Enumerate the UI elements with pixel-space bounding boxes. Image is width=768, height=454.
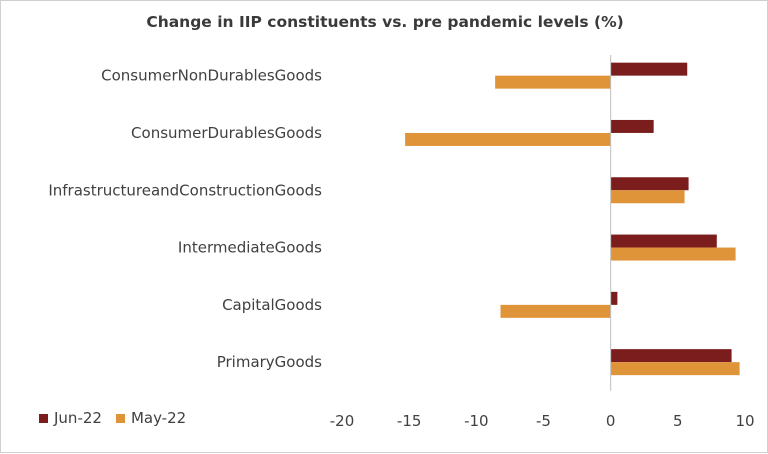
bar-jun-22-primarygoods — [610, 349, 732, 363]
bar-jun-22-infrastructureandconstructiongoods — [610, 177, 689, 191]
category-label-consumerdurablesgoods: ConsumerDurablesGoods — [131, 124, 322, 142]
bar-may-22-consumernondurablesgoods — [495, 75, 611, 89]
x-tick-label: 0 — [606, 412, 616, 430]
category-label-infrastructureandconstructiongoods: InfrastructureandConstructionGoods — [48, 181, 322, 199]
x-tick-label: -5 — [536, 412, 551, 430]
x-tick-label: -15 — [397, 412, 422, 430]
x-tick-label: -20 — [330, 412, 355, 430]
legend-label-jun: Jun-22 — [54, 409, 102, 427]
legend-swatch-jun — [39, 413, 48, 423]
legend-item-may: May-22 — [115, 409, 187, 427]
category-label-intermediategoods: IntermediateGoods — [178, 239, 322, 257]
bar-jun-22-consumernondurablesgoods — [610, 62, 688, 76]
bar-jun-22-intermediategoods — [610, 234, 717, 248]
x-tick-label: 10 — [735, 412, 754, 430]
bar-jun-22-consumerdurablesgoods — [610, 119, 654, 133]
bar-may-22-capitalgoods — [500, 304, 611, 318]
legend-item-jun: Jun-22 — [39, 409, 102, 427]
category-label-capitalgoods: CapitalGoods — [222, 296, 322, 314]
x-tick-label: -10 — [464, 412, 489, 430]
bar-jun-22-capitalgoods — [610, 291, 618, 305]
category-label-primarygoods: PrimaryGoods — [217, 353, 322, 371]
category-label-consumernondurablesgoods: ConsumerNonDurablesGoods — [101, 67, 322, 85]
bar-may-22-intermediategoods — [610, 247, 736, 261]
bar-may-22-consumerdurablesgoods — [405, 132, 611, 146]
legend-swatch-may — [115, 413, 125, 423]
bar-may-22-primarygoods — [610, 362, 740, 376]
chart-legend: Jun-22 May-22 — [39, 409, 200, 427]
x-tick-label: 5 — [673, 412, 683, 430]
bar-may-22-infrastructureandconstructiongoods — [610, 190, 685, 204]
chart-title: Change in IIP constituents vs. pre pande… — [146, 13, 624, 31]
legend-label-may: May-22 — [130, 409, 187, 427]
